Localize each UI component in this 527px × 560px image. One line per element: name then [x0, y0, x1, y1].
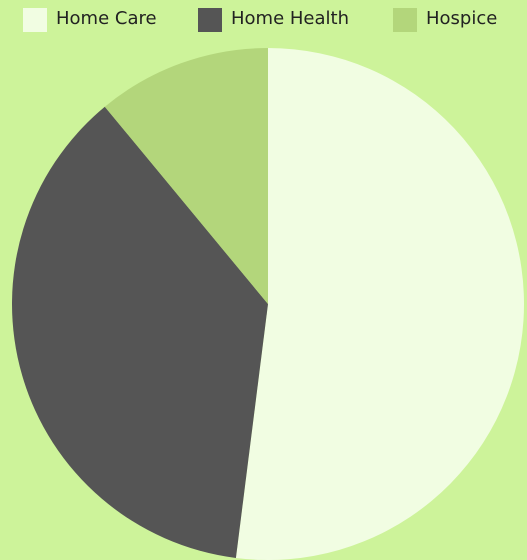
legend-label: Home Care	[56, 8, 157, 29]
legend-swatch	[393, 8, 417, 32]
pie-slice	[11, 106, 268, 558]
legend-label: Hospice	[426, 8, 497, 29]
pie-slice	[235, 48, 524, 560]
legend-swatch	[23, 8, 47, 32]
pie-slice	[104, 48, 268, 304]
legend-swatch	[198, 8, 222, 32]
legend-label: Home Health	[231, 8, 349, 29]
